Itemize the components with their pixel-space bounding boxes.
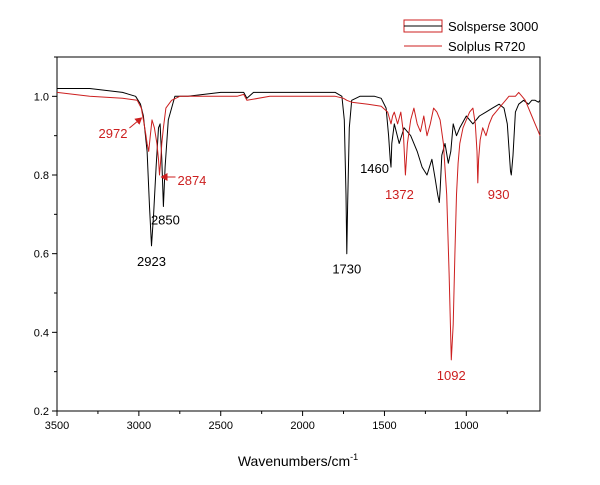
peak-annotations: 2972 2874 2923 2850 1730 1460 1372 930 1092: [99, 117, 510, 383]
plot-frame: [56, 56, 541, 412]
x-axis-title-superscript: -1: [350, 452, 358, 462]
y-tick-label: 0.6: [34, 249, 49, 261]
peak-label-1730: 1730: [332, 262, 361, 277]
peak-label-2850: 2850: [151, 212, 180, 227]
peak-label-1460: 1460: [360, 161, 389, 176]
y-tick-label: 1.0: [34, 91, 49, 103]
series-line-solsperse-3000: [57, 88, 541, 255]
peak-label-930: 930: [488, 187, 510, 202]
legend-label-solplus-r720: Solplus R720: [448, 39, 525, 54]
y-tick-label: 0.2: [34, 406, 49, 418]
x-tick-label: 3000: [127, 420, 151, 432]
series-line-solplus-r720: [56, 91, 541, 361]
plot-area-border: [56, 56, 541, 412]
x-tick-label: 1500: [372, 420, 396, 432]
peak-label-2923: 2923: [137, 254, 166, 269]
x-tick-label: 2000: [290, 420, 314, 432]
legend-label-solsperse-3000: Solsperse 3000: [448, 19, 538, 34]
peak-label-2972: 2972: [99, 126, 128, 141]
x-tick-label: 1000: [454, 420, 478, 432]
legend: Solsperse 3000 Solplus R720: [403, 19, 538, 54]
x-axis-title: Wavenumbers/cm-1: [238, 452, 358, 469]
x-axis-title-text: Wavenumbers/cm: [238, 453, 350, 469]
series-layer: [56, 88, 541, 361]
peak-label-2874: 2874: [177, 173, 206, 188]
y-tick-label: 0.4: [34, 327, 49, 339]
axis-ticks: 3500 3000 2500 2000 1500 1000 0.2 0.4 0.6 0.8 1.0: [34, 56, 508, 432]
peak-label-1372: 1372: [385, 187, 414, 202]
x-tick-label: 3500: [45, 420, 69, 432]
annotation-arrow: [129, 117, 143, 129]
peak-label-1092: 1092: [437, 368, 466, 383]
y-tick-label: 0.8: [34, 170, 49, 182]
x-tick-label: 2500: [208, 420, 232, 432]
